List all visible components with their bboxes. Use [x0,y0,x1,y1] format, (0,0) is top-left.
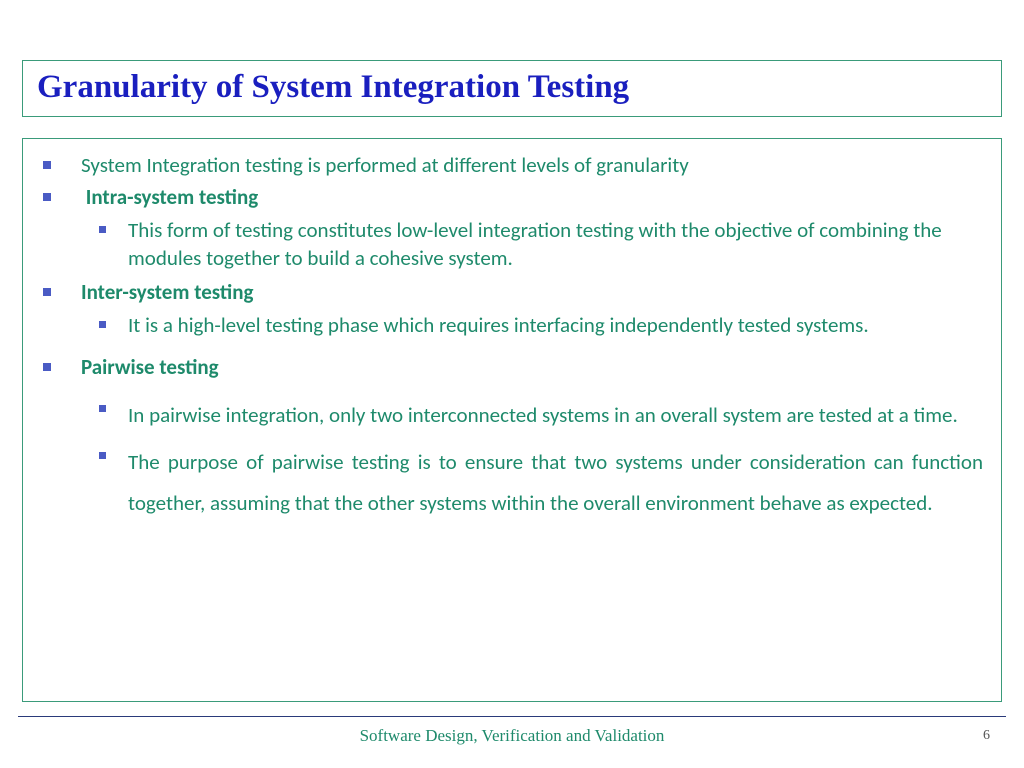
bullet-text: Intra-system testing [81,183,983,211]
square-bullet-icon [43,288,51,296]
page-number: 6 [983,728,990,744]
footer-divider [18,716,1006,717]
square-bullet-icon [99,321,106,328]
footer-text: Software Design, Verification and Valida… [0,726,1024,746]
subbullet-inter-desc: It is a high-level testing phase which r… [99,311,983,339]
bullet-intra-heading: Intra-system testing [35,183,983,211]
square-bullet-icon [43,193,51,201]
subbullet-intra-desc: This form of testing constitutes low-lev… [99,216,983,273]
square-bullet-icon [99,226,106,233]
slide-title: Granularity of System Integration Testin… [37,69,987,106]
slide-title-box: Granularity of System Integration Testin… [22,60,1002,117]
bullet-intro: System Integration testing is performed … [35,151,983,179]
bullet-text: This form of testing constitutes low-lev… [128,216,983,273]
slide-content-box: System Integration testing is performed … [22,138,1002,702]
bullet-pairwise-heading: Pairwise testing [35,353,983,381]
subbullet-pairwise-desc-2: The purpose of pairwise testing is to en… [99,442,983,524]
bullet-inter-heading: Inter-system testing [35,278,983,306]
bullet-text: Pairwise testing [81,353,983,381]
square-bullet-icon [43,161,51,169]
bullet-text: Inter-system testing [81,278,983,306]
square-bullet-icon [43,363,51,371]
square-bullet-icon [99,405,106,412]
bullet-text: It is a high-level testing phase which r… [128,311,983,339]
bullet-text: System Integration testing is performed … [81,151,983,179]
subbullet-pairwise-desc-1: In pairwise integration, only two interc… [99,395,983,436]
bullet-text: In pairwise integration, only two interc… [128,395,983,436]
bullet-text: The purpose of pairwise testing is to en… [128,442,983,524]
square-bullet-icon [99,452,106,459]
